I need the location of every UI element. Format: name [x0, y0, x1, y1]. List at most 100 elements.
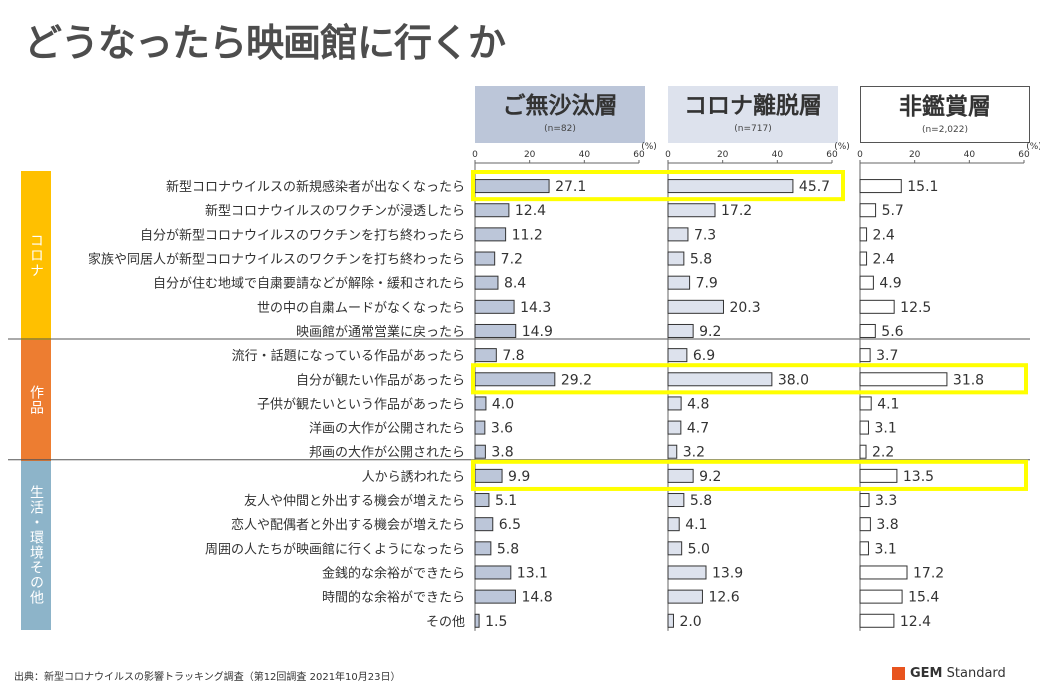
- bar: [667, 444, 678, 459]
- data-label: 2.4: [873, 252, 895, 268]
- data-label: 1.5: [485, 614, 507, 630]
- bar: [667, 517, 680, 532]
- data-label: 12.6: [708, 590, 739, 606]
- bar: [859, 203, 877, 218]
- bar: [474, 179, 550, 194]
- data-label: 4.7: [687, 421, 709, 437]
- bar: [474, 203, 510, 218]
- data-label: 4.0: [492, 396, 514, 412]
- data-label: 6.9: [693, 348, 715, 364]
- segment-sample-size: (n=717): [734, 124, 772, 134]
- data-label: 9.2: [699, 324, 721, 340]
- axis-unit-label: (%): [834, 142, 850, 152]
- bar: [474, 613, 480, 628]
- bar: [859, 348, 871, 363]
- data-label: 4.1: [877, 396, 899, 412]
- logo-text: GEM Standard: [910, 666, 1006, 681]
- data-label: 38.0: [778, 372, 809, 388]
- data-label: 5.1: [495, 493, 517, 509]
- x-tick-label: 60: [1018, 150, 1030, 160]
- logo-mark-icon: [892, 667, 905, 680]
- data-label: 3.7: [876, 348, 898, 364]
- page-title: どうなったら映画館に行くか: [24, 21, 506, 65]
- data-label: 9.2: [699, 469, 721, 485]
- x-tick-label: 0: [857, 150, 863, 160]
- segment-sample-size: (n=2,022): [921, 125, 969, 135]
- bar: [859, 323, 876, 338]
- data-label: 3.8: [876, 517, 898, 533]
- data-label: 3.6: [491, 421, 513, 437]
- x-tick-label: 60: [826, 150, 838, 160]
- bar: [859, 420, 869, 435]
- category-label: 自分が観たい作品があったら: [296, 373, 465, 388]
- data-label: 7.2: [501, 252, 523, 268]
- x-tick-label: 0: [472, 150, 478, 160]
- bar: [859, 493, 870, 508]
- segment-name: 非鑑賞層: [899, 94, 991, 120]
- bar: [667, 275, 691, 290]
- data-label: 14.3: [520, 300, 551, 316]
- data-label: 13.1: [517, 565, 548, 581]
- data-label: 20.3: [729, 300, 760, 316]
- data-label: 5.8: [690, 252, 712, 268]
- data-label: 4.9: [879, 276, 901, 292]
- data-label: 12.4: [900, 614, 931, 630]
- data-label: 2.0: [679, 614, 701, 630]
- category-label: 洋画の大作が公開されたら: [309, 422, 465, 437]
- x-tick-label: 40: [964, 150, 976, 160]
- bar: [667, 613, 674, 628]
- bar: [667, 299, 724, 314]
- data-label: 8.4: [504, 276, 526, 292]
- bar: [474, 372, 556, 387]
- source-note: 出典：新型コロナウイルスの影響トラッキング調査（第12回調査 2021年10月2…: [14, 672, 401, 683]
- bar: [667, 396, 682, 411]
- segment-sample-size: (n=82): [544, 124, 576, 134]
- bar: [859, 613, 895, 628]
- bar: [859, 299, 895, 314]
- highlight-box: [471, 459, 1028, 491]
- bar: [474, 565, 512, 580]
- data-label: 5.8: [690, 493, 712, 509]
- category-label: 子供が観たいという作品があったら: [257, 397, 465, 412]
- data-label: 2.2: [872, 445, 894, 461]
- segment-header-hikansho: 非鑑賞層 (n=2,022): [860, 86, 1030, 143]
- group-band-life-other: 生活・環境その他: [21, 460, 51, 630]
- category-label: 家族や同居人が新型コロナウイルスのワクチンを打ち終わったら: [88, 252, 465, 268]
- bar: [859, 517, 871, 532]
- category-label: 邦画の大作が公開されたら: [309, 446, 465, 461]
- segment-header-gobusata: ご無沙汰層 (n=82): [475, 86, 645, 143]
- category-label: 新型コロナウイルスのワクチンが浸透したら: [205, 203, 465, 219]
- data-label: 14.9: [522, 324, 553, 340]
- data-label: 17.2: [913, 565, 944, 581]
- segment-name: ご無沙汰層: [502, 93, 618, 119]
- bar: [667, 541, 683, 556]
- bar: [859, 372, 948, 387]
- bar: [859, 251, 868, 266]
- data-label: 9.9: [508, 469, 530, 485]
- highlight-box: [471, 170, 845, 202]
- bar: [859, 565, 908, 580]
- bar: [859, 589, 903, 604]
- bar: [667, 251, 685, 266]
- data-label: 6.5: [499, 517, 521, 533]
- bar: [474, 468, 503, 483]
- category-label: 映画館が通常営業に戻ったら: [296, 324, 465, 340]
- x-tick-label: 20: [524, 150, 536, 160]
- bar: [474, 517, 494, 532]
- category-label: その他: [426, 615, 465, 630]
- category-label: 自分が住む地域で自粛要請などが解除・緩和されたら: [153, 277, 465, 292]
- data-label: 13.9: [712, 565, 743, 581]
- bar: [859, 541, 869, 556]
- bar: [667, 323, 694, 338]
- bar: [859, 275, 874, 290]
- bar: [667, 348, 688, 363]
- category-label: 人から誘われたら: [362, 470, 465, 485]
- bar: [667, 179, 794, 194]
- bar: [474, 589, 516, 604]
- bar: [667, 493, 685, 508]
- bar: [667, 589, 703, 604]
- data-label: 7.9: [696, 276, 718, 292]
- segment-header-corona-ridatsu: コロナ離脱層 (n=717): [668, 86, 838, 143]
- category-label: 自分が新型コロナウイルスのワクチンを打ち終わったら: [140, 227, 465, 243]
- bar: [859, 227, 868, 242]
